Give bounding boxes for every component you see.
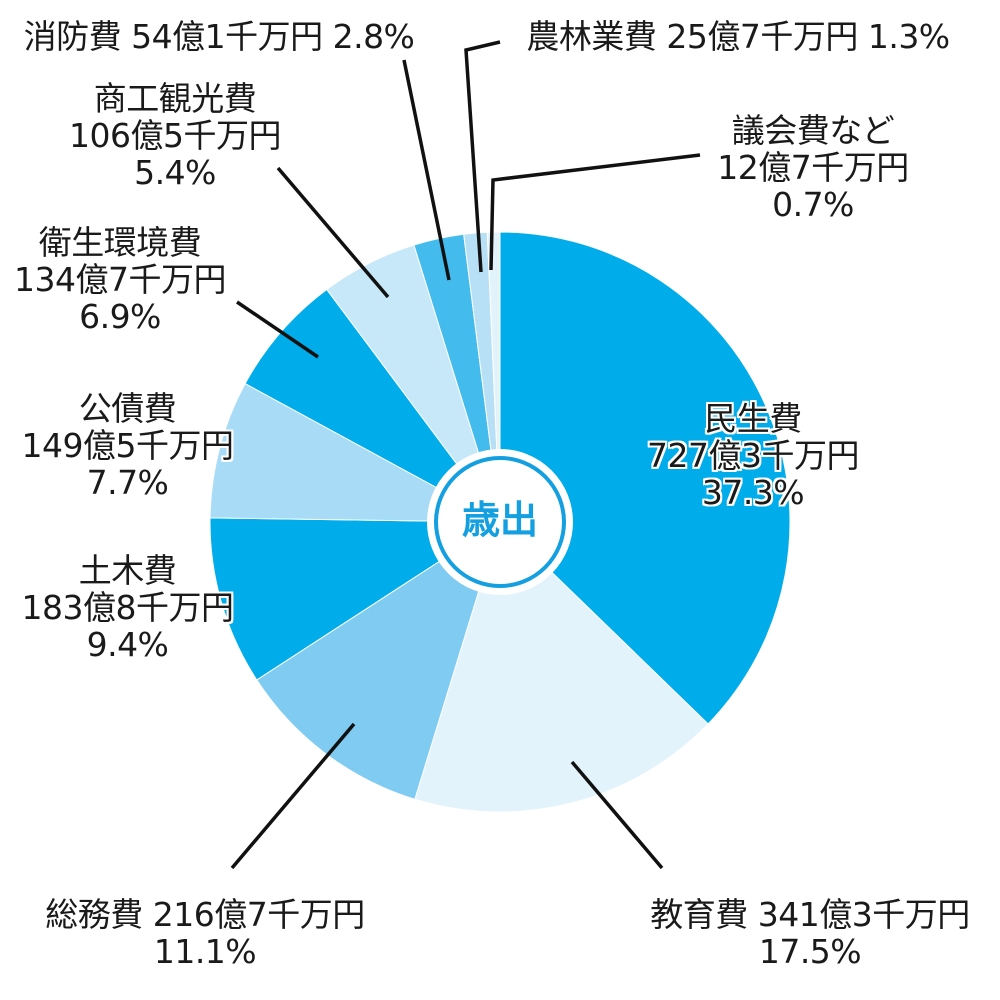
label-amount: 216億7千万円	[152, 895, 365, 934]
leader-line-somu	[230, 722, 356, 870]
label-doboku: 土木費 183億8千万円 9.4%	[0, 552, 255, 663]
label-name: 土木費	[78, 551, 177, 590]
label-amount: 341億3千万円	[757, 895, 970, 934]
label-percent: 0.7%	[772, 185, 854, 224]
label-eisei: 衛生環境費 134億7千万円 6.9%	[0, 224, 240, 335]
label-amount: 12億7千万円	[717, 148, 909, 187]
label-percent: 37.3%	[701, 473, 805, 512]
leader-line-gikai	[489, 153, 701, 271]
label-shobo: 消防費 54億1千万円 2.8%	[4, 18, 434, 55]
pie-slice-0	[499, 231, 791, 725]
label-percent: 1.3%	[867, 17, 950, 56]
label-amount: 183億8千万円	[21, 588, 234, 627]
label-amount: 149億5千万円	[21, 426, 234, 465]
label-name: 消防費	[23, 17, 122, 56]
label-amount: 25億7千万円	[666, 17, 858, 56]
label-name: 衛生環境費	[38, 223, 202, 262]
label-name: 総務費	[45, 895, 143, 934]
label-name: 農林業費	[526, 17, 657, 56]
label-name: 公債費	[78, 389, 177, 428]
label-somu: 総務費 216億7千万円 11.1%	[20, 896, 390, 970]
label-norin: 農林業費 25億7千万円 1.3%	[506, 18, 970, 55]
label-percent: 9.4%	[86, 625, 169, 664]
label-name: 議会費など	[731, 111, 895, 150]
label-kyoiku: 教育費 341億3千万円 17.5%	[630, 896, 990, 970]
center-label: 歳出	[461, 498, 538, 542]
label-minsei: 民生費 727億3千万円 37.3%	[618, 400, 888, 511]
label-amount: 134億7千万円	[14, 260, 226, 299]
leader-line-shobo	[402, 59, 451, 281]
label-amount: 54億1千万円	[131, 17, 323, 56]
label-gikai: 議会費など 12億7千万円 0.7%	[698, 112, 928, 223]
pie-slice-1	[414, 521, 709, 813]
leader-line-shoko	[276, 166, 390, 299]
leader-line-norin	[464, 40, 501, 273]
leader-line-eisei	[236, 300, 319, 359]
leader-lines	[230, 40, 701, 870]
label-percent: 17.5%	[758, 932, 862, 971]
label-percent: 6.9%	[79, 297, 161, 336]
pie-slice-4	[209, 382, 501, 523]
leader-line-kyoiku	[570, 760, 664, 870]
pie-slices	[209, 231, 791, 813]
label-percent: 11.1%	[153, 932, 257, 971]
label-percent: 7.7%	[86, 463, 169, 502]
label-percent: 2.8%	[332, 17, 415, 56]
label-amount: 727億3千万円	[647, 436, 859, 475]
pie-slice-2	[256, 520, 501, 800]
label-kosai: 公債費 149億5千万円 7.7%	[0, 390, 255, 501]
label-name: 民生費	[704, 399, 802, 438]
pie-slice-3	[209, 517, 502, 681]
label-shoko: 商工観光費 106億5千万円 5.4%	[55, 80, 295, 191]
center-ring	[434, 456, 566, 588]
label-name: 教育費	[650, 895, 748, 934]
label-amount: 106億5千万円	[69, 116, 281, 155]
label-name: 商工観光費	[93, 79, 257, 118]
label-percent: 5.4%	[134, 153, 216, 192]
